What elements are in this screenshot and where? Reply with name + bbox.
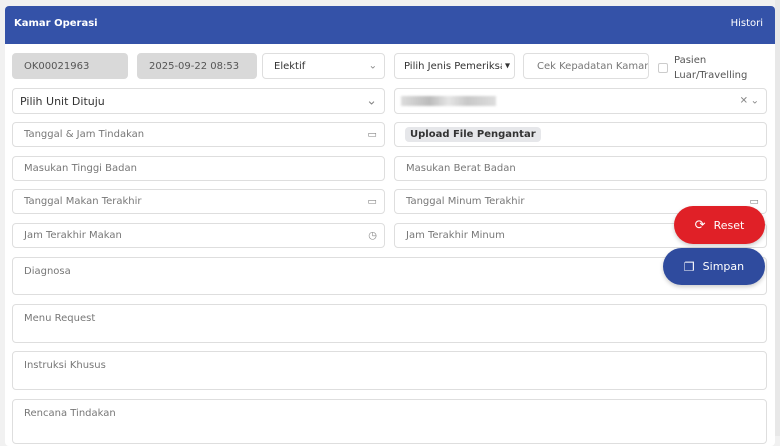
action-plan-textarea[interactable]: Rencana Tindakan bbox=[12, 399, 767, 444]
diagnosis-placeholder: Diagnosa bbox=[24, 266, 71, 277]
special-instructions-textarea[interactable]: Instruksi Khusus bbox=[12, 351, 767, 390]
height-placeholder: Masukan Tinggi Badan bbox=[24, 163, 137, 174]
type-select[interactable]: Elektif ⌄ bbox=[262, 53, 385, 79]
card-header: Kamar Operasi Histori bbox=[5, 6, 775, 44]
last-drink-time-placeholder: Jam Terakhir Minum bbox=[406, 230, 505, 241]
weight-placeholder: Masukan Berat Badan bbox=[406, 163, 516, 174]
diagnosis-textarea[interactable]: Diagnosa bbox=[12, 257, 767, 295]
action-datetime-input[interactable]: Tanggal & Jam Tindakan ▭ bbox=[12, 122, 385, 147]
reset-label: Reset bbox=[713, 218, 745, 232]
clipboard-icon: ❐ bbox=[683, 259, 695, 274]
calendar-icon: ▭ bbox=[749, 196, 759, 207]
weight-input[interactable]: Masukan Berat Badan bbox=[394, 156, 767, 181]
external-patient-checkbox[interactable] bbox=[658, 63, 668, 73]
redacted-value bbox=[401, 96, 496, 106]
type-value: Elektif bbox=[274, 60, 306, 72]
order-number-field: OK00021963 bbox=[12, 53, 128, 79]
doctor-select[interactable]: ✕ ⌄ bbox=[394, 88, 767, 114]
chevron-down-icon: ▾ bbox=[504, 60, 510, 72]
external-patient-label: Pasien Luar/Travelling bbox=[674, 55, 748, 81]
refresh-icon: ⟳ bbox=[694, 217, 706, 233]
exam-type-select[interactable]: Pilih Jenis Pemeriksaan▾ bbox=[394, 53, 515, 79]
save-label: Simpan bbox=[702, 260, 745, 273]
room-density-input[interactable]: Cek Kepadatan Kamar bbox=[523, 53, 649, 79]
calendar-icon: ▭ bbox=[367, 129, 377, 140]
last-meal-time-input[interactable]: Jam Terakhir Makan ◷ bbox=[12, 223, 385, 248]
last-meal-date-input[interactable]: Tanggal Makan Terakhir ▭ bbox=[12, 189, 385, 214]
clear-icon[interactable]: ✕ bbox=[739, 95, 748, 107]
upload-file-button[interactable]: Upload File Pengantar bbox=[405, 127, 541, 142]
calendar-icon: ▭ bbox=[367, 196, 377, 207]
special-instructions-placeholder: Instruksi Khusus bbox=[24, 360, 106, 371]
save-button[interactable]: ❐ Simpan bbox=[663, 248, 765, 285]
histori-link[interactable]: Histori bbox=[730, 18, 763, 29]
upload-file-input[interactable]: Upload File Pengantar bbox=[394, 122, 767, 147]
last-meal-time-placeholder: Jam Terakhir Makan bbox=[24, 230, 122, 241]
menu-request-placeholder: Menu Request bbox=[24, 313, 96, 324]
page-title: Kamar Operasi bbox=[14, 18, 98, 29]
datetime-field: 2025-09-22 08:53 bbox=[137, 53, 257, 79]
last-drink-date-placeholder: Tanggal Minum Terakhir bbox=[406, 196, 525, 207]
height-input[interactable]: Masukan Tinggi Badan bbox=[12, 156, 385, 181]
chevron-down-icon: ⌄ bbox=[366, 93, 377, 109]
last-meal-date-placeholder: Tanggal Makan Terakhir bbox=[24, 196, 142, 207]
unit-select[interactable]: Pilih Unit Dituju ⌄ bbox=[12, 88, 385, 114]
reset-button[interactable]: ⟳ Reset bbox=[674, 206, 765, 244]
clock-icon: ◷ bbox=[368, 230, 377, 241]
exam-type-value: Pilih Jenis Pemeriksaan bbox=[404, 60, 502, 72]
action-datetime-placeholder: Tanggal & Jam Tindakan bbox=[24, 129, 145, 140]
scrollbar[interactable] bbox=[775, 0, 780, 436]
chevron-down-icon: ⌄ bbox=[750, 95, 759, 107]
chevron-down-icon: ⌄ bbox=[368, 60, 377, 72]
unit-placeholder: Pilih Unit Dituju bbox=[20, 94, 105, 108]
action-plan-placeholder: Rencana Tindakan bbox=[24, 408, 116, 419]
menu-request-textarea[interactable]: Menu Request bbox=[12, 304, 767, 343]
room-density-placeholder: Cek Kepadatan Kamar bbox=[537, 60, 649, 72]
